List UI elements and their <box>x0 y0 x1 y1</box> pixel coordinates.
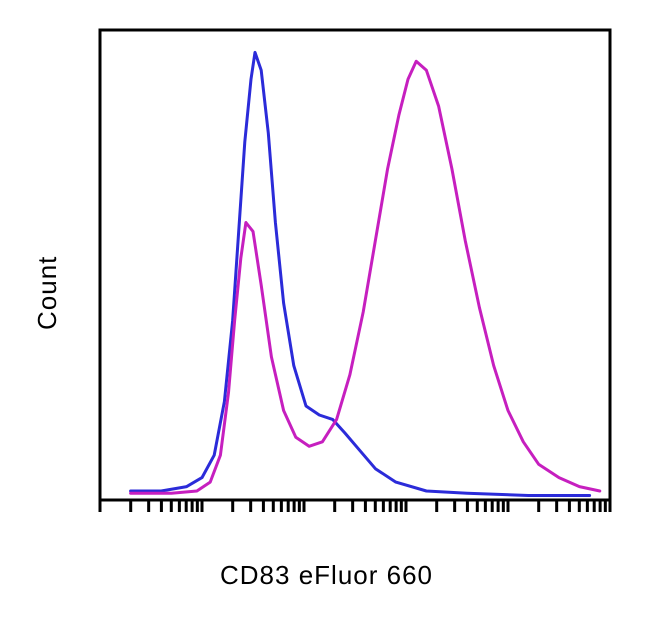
y-axis-label: Count <box>32 256 63 330</box>
x-axis-label: CD83 eFluor 660 <box>220 560 433 591</box>
chart-svg <box>0 0 650 634</box>
histogram-chart: Count CD83 eFluor 660 <box>0 0 650 634</box>
